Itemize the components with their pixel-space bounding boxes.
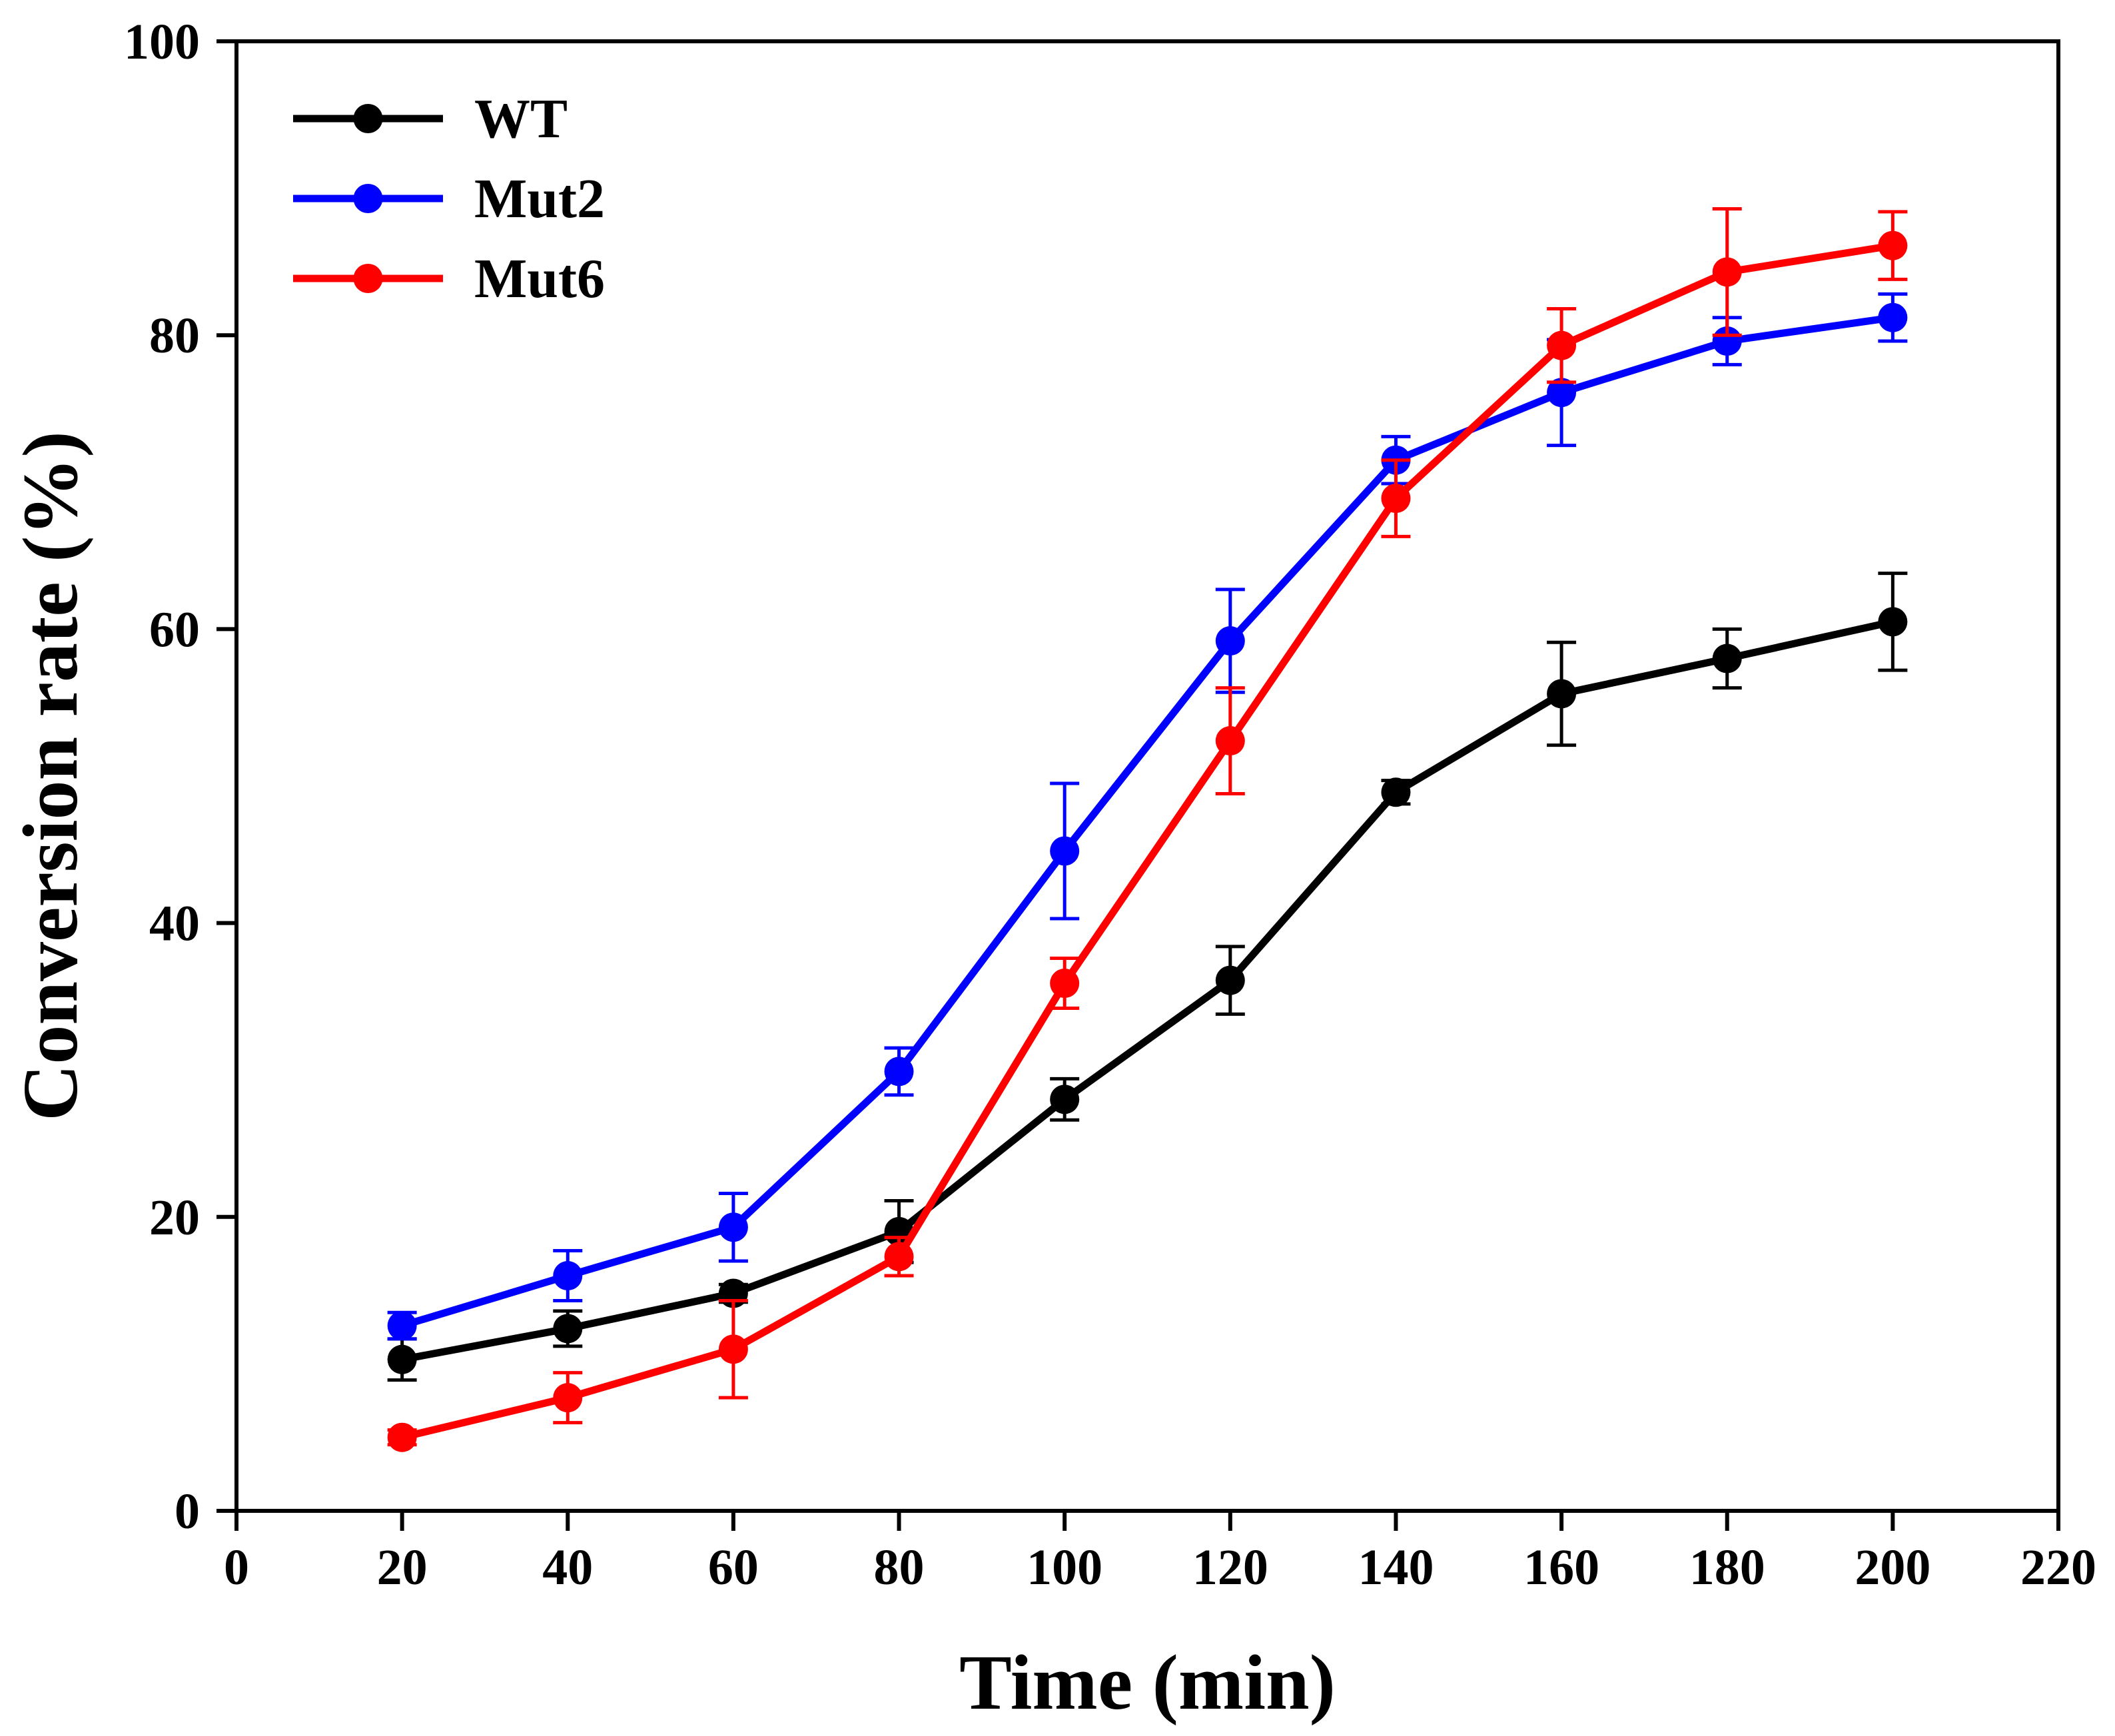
series-line <box>401 242 1894 1442</box>
legend-label: WT <box>474 88 568 150</box>
data-point <box>1050 969 1080 999</box>
data-point <box>1547 330 1577 360</box>
data-point <box>1878 230 1908 260</box>
data-point <box>1215 965 1245 995</box>
data-point <box>1547 378 1577 408</box>
data-point <box>1381 777 1411 807</box>
y-tick-label: 0 <box>175 1484 200 1539</box>
series-layer <box>387 207 1908 1452</box>
axes-layer: 0 20 40 60 80 100 120 140 160 180 200 220 0 20 40 60 80 1… <box>7 14 2096 1726</box>
x-tick-label: 220 <box>2020 1539 2096 1595</box>
x-tick-label: 20 <box>377 1539 428 1595</box>
x-tick-label: 100 <box>1027 1539 1102 1595</box>
data-point <box>1050 836 1080 866</box>
data-point <box>884 1242 914 1272</box>
data-point <box>553 1314 583 1344</box>
data-point <box>718 1334 748 1364</box>
data-point <box>1215 626 1245 656</box>
legend-marker <box>353 104 383 133</box>
series-line <box>401 618 1894 1364</box>
data-point <box>1381 484 1411 514</box>
series-line <box>401 314 1894 1330</box>
data-point <box>387 1422 417 1452</box>
x-tick-label: 140 <box>1358 1539 1434 1595</box>
x-tick-label: 80 <box>874 1539 925 1595</box>
data-point <box>387 1311 417 1341</box>
data-point <box>1712 644 1742 673</box>
x-tick-label: 160 <box>1523 1539 1599 1595</box>
series-Mut2 <box>387 292 1908 1341</box>
data-point <box>1050 1085 1080 1114</box>
y-tick-label: 20 <box>149 1190 200 1246</box>
legend-marker <box>353 264 383 293</box>
series-WT <box>387 572 1908 1382</box>
data-point <box>387 1344 417 1374</box>
legend-label: Mut6 <box>474 248 605 310</box>
data-point <box>1547 679 1577 709</box>
x-axis-title: Time (min) <box>959 1639 1336 1726</box>
data-point <box>1712 257 1742 287</box>
data-point <box>718 1212 748 1242</box>
y-tick-label: 60 <box>149 602 200 657</box>
x-tick-label: 0 <box>224 1539 249 1595</box>
data-point <box>553 1261 583 1291</box>
data-point <box>884 1057 914 1086</box>
legend-item-Mut6: Mut6 <box>293 248 605 310</box>
y-axis-title: Conversion rate (%) <box>7 431 94 1121</box>
legend-item-WT: WT <box>293 88 568 150</box>
y-tick-label: 100 <box>124 14 200 70</box>
legend-marker <box>353 184 383 213</box>
x-tick-label: 60 <box>708 1539 759 1595</box>
y-tick-label: 80 <box>149 308 200 364</box>
x-tick-label: 120 <box>1192 1539 1268 1595</box>
x-tick-label: 180 <box>1689 1539 1765 1595</box>
y-tick-label: 40 <box>149 896 200 952</box>
data-point <box>1878 302 1908 332</box>
data-point <box>1215 726 1245 756</box>
legend-item-Mut2: Mut2 <box>293 168 605 230</box>
legend: WT Mut2 Mut6 <box>293 88 605 310</box>
data-point <box>1878 607 1908 637</box>
data-point <box>553 1383 583 1413</box>
x-tick-label: 40 <box>542 1539 593 1595</box>
series-Mut6 <box>387 207 1908 1452</box>
x-tick-label: 200 <box>1855 1539 1930 1595</box>
plot-frame <box>234 39 2060 1513</box>
legend-label: Mut2 <box>474 168 605 230</box>
